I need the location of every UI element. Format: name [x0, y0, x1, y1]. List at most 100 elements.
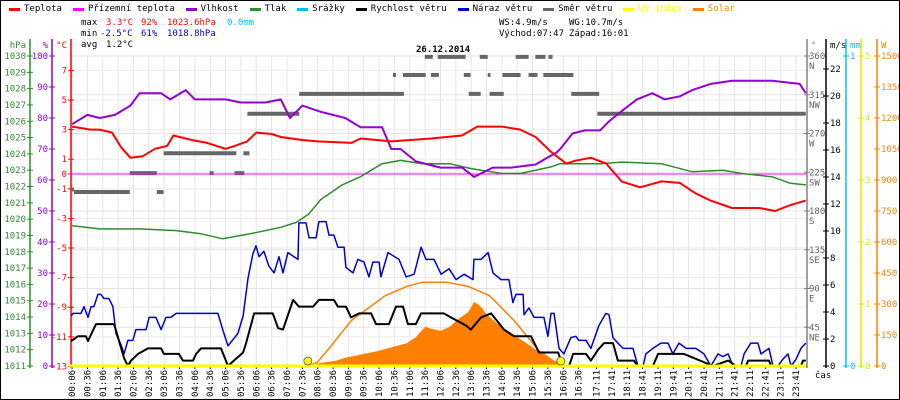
x-tick-label: 13:36: [483, 370, 493, 397]
wind-gust-line: [70, 220, 807, 367]
wind-axis-unit: m/s: [830, 41, 846, 51]
direction-compass-label: E: [809, 295, 814, 305]
x-tick-label: 03:06: [160, 370, 170, 397]
x-tick-label: 05:36: [237, 370, 247, 397]
humidity-axis-tick-label: 10: [37, 331, 48, 341]
uv-axis-tick-label: 0: [865, 362, 870, 372]
x-tick-label: 20:41: [700, 370, 710, 397]
temperature-axis-tick-label: 5: [62, 96, 67, 106]
x-tick-label: 16:06: [559, 370, 569, 397]
uv-axis-tick-label: 3: [865, 176, 870, 186]
humidity-axis-unit: %: [43, 41, 49, 51]
legend-label: UV index: [638, 4, 682, 14]
legend-swatch: [185, 7, 197, 11]
temperature-axis-tick-label: 7: [62, 66, 67, 76]
humidity-axis-tick-label: 30: [37, 269, 48, 279]
x-tick-label: 13:06: [467, 370, 477, 397]
chart-legend: Teplota Přízemní teplota Vlhkost Tlak Srážky…: [9, 4, 735, 14]
min-temperature: -2.5°C: [100, 29, 133, 39]
max-wind-gust: WG:10.7m/s: [569, 18, 624, 28]
x-tick-label: 08:06: [314, 370, 324, 397]
wind-axis-tick-label: 22: [830, 65, 841, 75]
legend-swatch: [72, 7, 84, 11]
wind-axis-tick-label: 12: [830, 200, 841, 210]
temperature-axis-tick-label: -9: [56, 303, 67, 313]
x-tick-label: 21:11: [715, 370, 725, 397]
x-axis-label: čas: [815, 370, 831, 381]
direction-compass-label: NW: [809, 101, 820, 111]
legend-swatch: [355, 7, 367, 11]
min-pressure: 1018.8hPa: [167, 29, 216, 39]
sunset-marker: [556, 356, 566, 366]
temperature-axis-tick-label: 1: [62, 155, 67, 165]
legend-label: Náraz větru: [472, 4, 533, 14]
pressure-axis-tick-label: 1014: [4, 313, 26, 323]
x-tick-label: 09:06: [344, 370, 354, 397]
pressure-axis-tick-label: 1012: [4, 346, 26, 356]
x-tick-label: 07:36: [298, 370, 308, 397]
direction-compass-label: W: [809, 140, 815, 150]
x-tick-label: 18:41: [639, 370, 649, 397]
temperature-axis-tick-label: 0: [62, 170, 67, 180]
solar-theoretical-line: [308, 281, 561, 367]
humidity-axis-tick-label: 20: [37, 300, 48, 310]
pressure-axis-tick-label: 1024: [4, 150, 26, 160]
solar-axis-tick-label: 1350: [881, 83, 900, 93]
pressure-axis-tick-label: 1015: [4, 297, 26, 307]
max-temperature: 3.3°C: [106, 18, 134, 28]
direction-compass-label: S: [809, 217, 814, 227]
direction-tick-label: 180: [809, 207, 825, 217]
direction-tick-label: 90: [809, 285, 820, 295]
solar-axis-tick-label: 900: [881, 176, 897, 186]
direction-tick-label: 45: [809, 323, 820, 333]
legend-item: Solar: [692, 4, 735, 14]
direction-compass-label: NE: [809, 333, 820, 343]
legend-item: Srážky: [297, 4, 345, 14]
temperature-axis-tick-label: -13: [51, 362, 67, 372]
legend-item: Přízemní teplota: [72, 4, 175, 14]
humidity-axis-tick-label: 100: [32, 52, 48, 62]
legend-item: Směr větru: [543, 4, 612, 14]
pressure-axis-tick-label: 1030: [4, 52, 26, 62]
rain-axis-tick-label: 1: [850, 52, 855, 62]
max-humidity: 92%: [141, 18, 158, 28]
x-tick-label: 09:36: [360, 370, 370, 397]
x-tick-label: 21:41: [731, 370, 741, 397]
x-tick-label: 14:06: [498, 370, 508, 397]
pressure-axis-tick-label: 1013: [4, 329, 26, 339]
direction-tick-label: 315: [809, 91, 825, 101]
x-tick-label: 23:11: [777, 370, 787, 397]
pressure-axis-tick-label: 1026: [4, 117, 26, 127]
humidity-axis-tick-label: 70: [37, 145, 48, 155]
temperature-axis-tick-label: 3: [62, 126, 67, 136]
avg-label: avg: [81, 40, 98, 50]
direction-tick-label: 270: [809, 130, 825, 140]
x-tick-label: 15:36: [544, 370, 554, 397]
x-tick-label: 14:36: [513, 370, 523, 397]
x-tick-label: 15:06: [529, 370, 539, 397]
wind-axis-tick-label: 2: [830, 335, 835, 345]
solar-axis-tick-label: 1050: [881, 145, 900, 155]
wind-axis-tick-label: 10: [830, 227, 841, 237]
x-tick-label: 19:41: [669, 370, 679, 397]
solar-axis-unit: W: [881, 41, 887, 51]
x-tick-label: 10:06: [375, 370, 385, 397]
avg-temperature: 1.2°C: [106, 40, 134, 50]
x-tick-label: 01:36: [114, 370, 124, 397]
legend-swatch: [297, 7, 309, 11]
legend-label: Vlhkost: [200, 4, 239, 14]
solar-area: [308, 301, 564, 366]
humidity-axis-tick-label: 60: [37, 176, 48, 186]
x-tick-label: 07:06: [283, 370, 293, 397]
temperature-axis-tick-label: -11: [51, 333, 67, 343]
x-tick-label: 04:06: [191, 370, 201, 397]
x-tick-label: 05:06: [222, 370, 232, 397]
humidity-axis-tick-label: 40: [37, 238, 48, 248]
temperature-axis-unit: °C: [56, 41, 67, 51]
pressure-axis-tick-label: 1018: [4, 248, 26, 258]
x-tick-label: 22:41: [761, 370, 771, 397]
humidity-axis-tick-label: 90: [37, 83, 48, 93]
pressure-axis-tick-label: 1020: [4, 215, 26, 225]
